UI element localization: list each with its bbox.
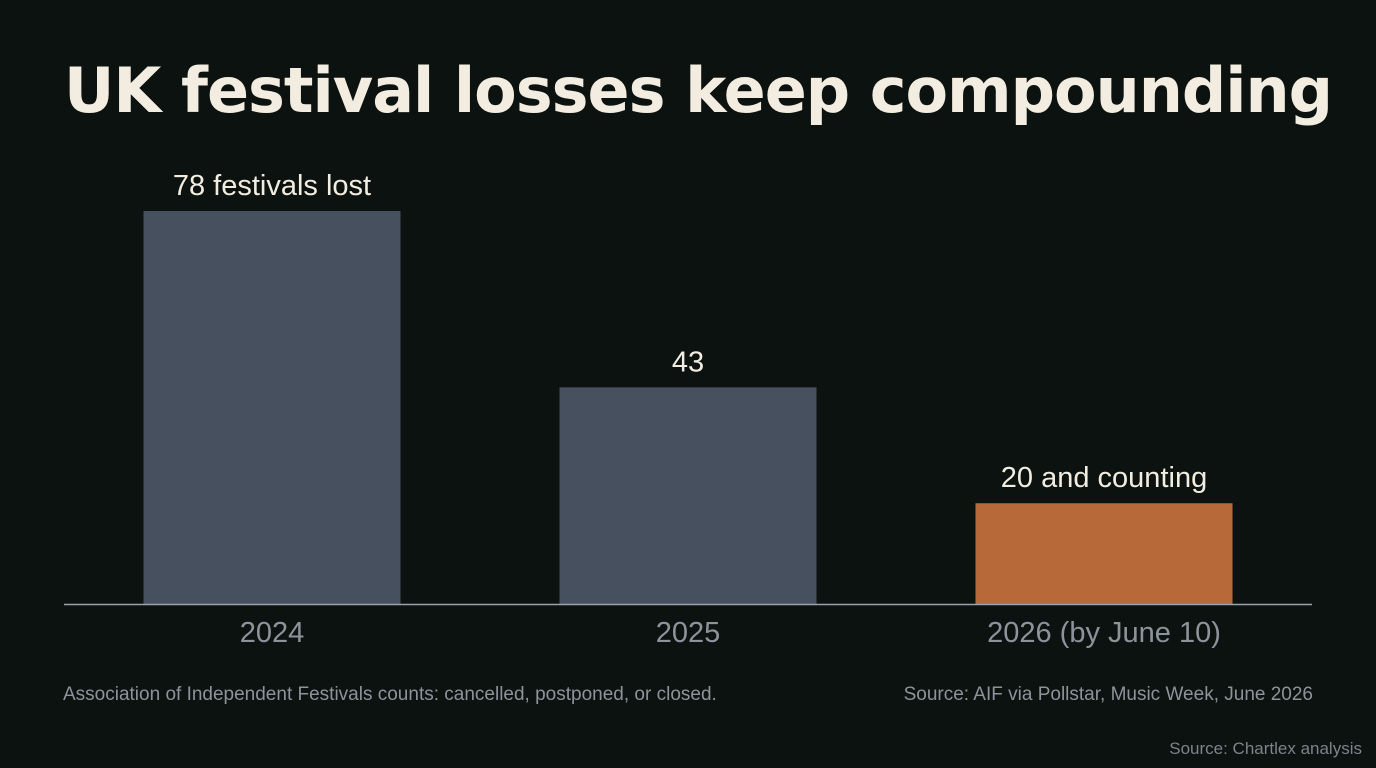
chart-title: UK festival losses keep compounding	[64, 54, 1333, 127]
bar	[559, 387, 817, 604]
data-label: 78 festivals lost	[173, 170, 371, 202]
footnote: Association of Independent Festivals cou…	[63, 684, 717, 705]
data-label: 43	[672, 346, 704, 378]
x-tick-label: 2025	[656, 617, 721, 649]
data-label: 20 and counting	[1001, 462, 1207, 494]
x-tick-label: 2024	[240, 617, 305, 649]
x-tick-label: 2026 (by June 10)	[987, 617, 1221, 649]
bar	[143, 211, 401, 604]
credit-note: Source: Chartlex analysis	[1169, 739, 1362, 758]
bar	[975, 503, 1233, 604]
source-note: Source: AIF via Pollstar, Music Week, Ju…	[903, 684, 1313, 705]
